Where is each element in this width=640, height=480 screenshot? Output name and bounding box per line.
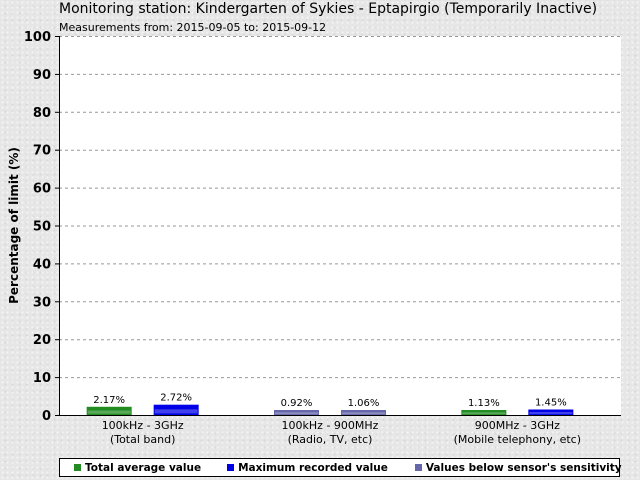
y-tick-label: 80 bbox=[33, 106, 51, 121]
data-label: 1.45% bbox=[535, 398, 567, 409]
y-axis-ticks: 0 10 20 30 40 50 60 70 80 90 100 bbox=[24, 30, 59, 424]
legend-swatch-blue bbox=[227, 464, 235, 471]
y-tick-label: 10 bbox=[33, 371, 51, 386]
y-tick-label: 0 bbox=[42, 409, 51, 424]
x-category-label: (Total band) bbox=[110, 433, 175, 446]
legend-label: Values below sensor's sensitivity bbox=[425, 461, 622, 474]
y-tick-label: 100 bbox=[24, 30, 51, 45]
y-tick-label: 40 bbox=[33, 257, 51, 272]
bar-total-average bbox=[461, 410, 507, 415]
legend-swatch-green bbox=[74, 464, 81, 471]
legend: Total average value Maximum recorded val… bbox=[59, 458, 622, 477]
chart-title: Monitoring station: Kindergarten of Syki… bbox=[59, 1, 598, 17]
bar-maximum bbox=[153, 404, 199, 415]
legend-item-total-average: Total average value bbox=[60, 462, 201, 474]
legend-item-maximum: Maximum recorded value bbox=[201, 462, 388, 474]
chart-subtitle: Measurements from: 2015-09-05 to: 2015-0… bbox=[59, 21, 327, 34]
y-tick-label: 20 bbox=[33, 333, 51, 348]
y-tick-label: 50 bbox=[33, 220, 51, 235]
x-category-label: (Mobile telephony, etc) bbox=[454, 433, 581, 446]
x-category-label: (Radio, TV, etc) bbox=[288, 433, 373, 446]
legend-item-below-sensitivity: Values below sensor's sensitivity bbox=[388, 462, 622, 474]
bar-highlight bbox=[87, 410, 131, 414]
bars: 2.17% 2.72% 0.92% 1.06% 1.13% 1.45% bbox=[86, 393, 574, 415]
bar-highlight bbox=[529, 411, 573, 415]
data-label: 1.06% bbox=[348, 398, 380, 409]
x-category-label: 900MHz - 3GHz bbox=[475, 419, 560, 432]
y-tick-label: 30 bbox=[33, 295, 51, 310]
x-category-label: 100kHz - 3GHz bbox=[102, 419, 184, 432]
y-tick-label: 60 bbox=[33, 182, 51, 197]
legend-label: Total average value bbox=[85, 461, 202, 474]
bar-highlight bbox=[275, 412, 318, 415]
data-label: 2.72% bbox=[160, 393, 192, 404]
bar-chart: 0 10 20 30 40 50 60 70 80 90 100 2.17% 2.72% 0.92% 1.… bbox=[7, 30, 621, 446]
bar-maximum bbox=[528, 409, 574, 415]
bar-highlight bbox=[342, 412, 385, 415]
legend-label: Maximum recorded value bbox=[238, 461, 388, 474]
gridlines bbox=[59, 36, 621, 379]
bar-total-average bbox=[274, 410, 319, 415]
x-axis-labels: 100kHz - 3GHz(Total band) 100kHz - 900MHz… bbox=[102, 419, 581, 446]
y-axis-label: Percentage of limit (%) bbox=[7, 147, 21, 304]
bar-maximum bbox=[341, 410, 386, 415]
y-tick-label: 70 bbox=[33, 144, 51, 159]
bar-total-average bbox=[86, 406, 132, 415]
bar-highlight bbox=[462, 412, 506, 415]
legend-swatch-gray bbox=[414, 464, 422, 471]
bar-highlight bbox=[154, 409, 198, 414]
data-label: 1.13% bbox=[468, 398, 500, 409]
x-category-label: 100kHz - 900MHz bbox=[282, 419, 379, 432]
y-tick-label: 90 bbox=[33, 68, 51, 83]
data-label: 2.17% bbox=[93, 395, 125, 406]
data-label: 0.92% bbox=[281, 398, 313, 409]
